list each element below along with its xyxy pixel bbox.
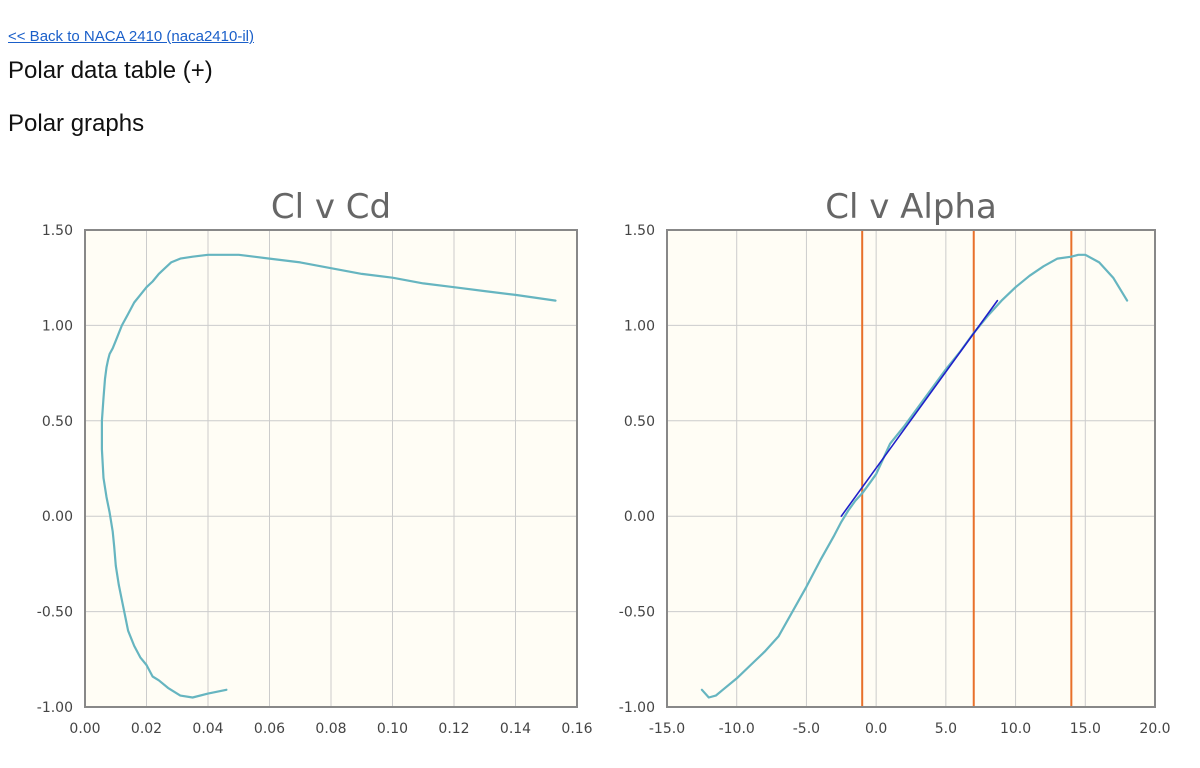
x-tick-label: 0.04 (192, 721, 223, 737)
y-tick-label: 1.50 (624, 223, 655, 239)
y-tick-label: -1.00 (37, 700, 73, 716)
x-tick-label: 0.0 (865, 721, 887, 737)
polar-curve (100, 253, 557, 699)
x-tick-label: 0.10 (377, 721, 408, 737)
y-tick-label: 0.00 (42, 509, 73, 525)
chart-title: Cl v Cd (271, 187, 391, 227)
x-tick-label: 0.12 (438, 721, 469, 737)
x-tick-label: 10.0 (1000, 721, 1031, 737)
y-tick-label: 1.00 (42, 318, 73, 334)
x-tick-label: 0.02 (131, 721, 162, 737)
y-tick-label: -0.50 (619, 605, 655, 621)
x-tick-label: 5.0 (935, 721, 957, 737)
back-to-airfoil-link[interactable]: << Back to NACA 2410 (naca2410-il) (8, 28, 254, 45)
x-tick-label: 0.08 (315, 721, 346, 737)
polar-data-table-toggle[interactable]: Polar data table (+) (8, 57, 213, 84)
cl-v-alpha-chart: Cl v Alpha -15.0 -10.0 -5.0 0.0 5.0 10.0 15.0 20… (619, 187, 1171, 737)
x-tick-label: 0.16 (561, 721, 592, 737)
plot-area (667, 230, 1155, 707)
y-tick-label: 1.00 (624, 318, 655, 334)
plot-frame (666, 229, 1156, 708)
x-tick-label: -10.0 (719, 721, 755, 737)
cl-v-cd-chart: Cl v Cd 0.00 0.02 0.04 0.06 0.08 0.10 0.12 0.14 0… (37, 187, 593, 737)
y-tick-label: -0.50 (37, 605, 73, 621)
y-tick-label: 1.50 (42, 223, 73, 239)
y-tick-label: 0.50 (42, 414, 73, 430)
x-tick-label: 15.0 (1070, 721, 1101, 737)
y-tick-label: 0.50 (624, 414, 655, 430)
polar-curve (700, 253, 1129, 699)
linear-fit-line (840, 299, 999, 518)
x-tick-label: 0.14 (500, 721, 531, 737)
x-tick-label: -15.0 (649, 721, 685, 737)
x-tick-label: -5.0 (793, 721, 820, 737)
y-tick-label: -1.00 (619, 700, 655, 716)
polar-graphs-heading: Polar graphs (8, 110, 145, 137)
y-tick-label: 0.00 (624, 509, 655, 525)
x-tick-label: 0.00 (69, 721, 100, 737)
chart-title: Cl v Alpha (825, 187, 997, 227)
plot-frame (84, 229, 578, 708)
x-tick-label: 20.0 (1139, 721, 1170, 737)
x-tick-label: 0.06 (254, 721, 285, 737)
